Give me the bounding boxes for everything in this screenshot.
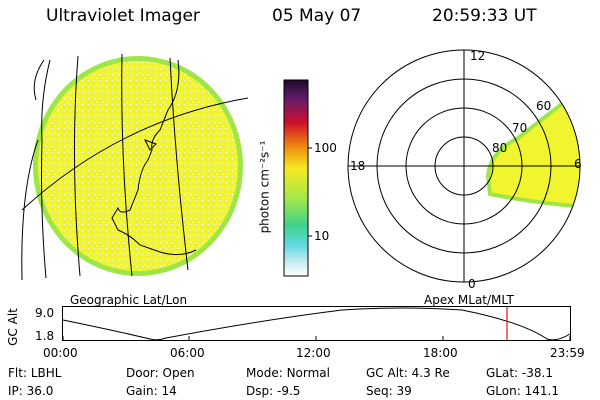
mlat-70-label: 70 bbox=[512, 121, 527, 135]
time-label: 20:59:33 UT bbox=[432, 6, 537, 26]
xtick-0000: 00:00 bbox=[43, 346, 78, 360]
status-glat: GLat: -38.1 bbox=[486, 366, 553, 380]
status-door: Door: Open bbox=[126, 366, 195, 380]
status-dsp: Dsp: -9.5 bbox=[246, 384, 301, 398]
colorbar-unit-label: photon cm⁻²s⁻¹ bbox=[257, 140, 272, 234]
status-gain: Gain: 14 bbox=[126, 384, 177, 398]
color-scale-bar bbox=[283, 79, 312, 277]
status-seq: Seq: 39 bbox=[366, 384, 412, 398]
colorbar-tick-100: 100 bbox=[314, 141, 337, 155]
mlt-18-label: 18 bbox=[350, 159, 365, 173]
instrument-title: Ultraviolet Imager bbox=[46, 6, 200, 26]
altitude-ymin: 1.8 bbox=[35, 329, 55, 343]
xtick-1800: 18:00 bbox=[423, 346, 458, 360]
mlat-60-label: 60 bbox=[536, 99, 551, 113]
status-filter: Flt: LBHL bbox=[8, 366, 62, 380]
altitude-plot bbox=[62, 306, 571, 341]
geographic-label: Geographic Lat/Lon bbox=[70, 293, 188, 307]
mlat-80-label: 80 bbox=[492, 141, 507, 155]
status-ip: IP: 36.0 bbox=[8, 384, 54, 398]
altitude-ymax: 9.0 bbox=[35, 306, 55, 320]
mlt-12-label: 12 bbox=[470, 49, 485, 63]
status-glon: GLon: 141.1 bbox=[486, 384, 559, 398]
altitude-ylabel: GC Alt bbox=[5, 308, 20, 346]
mlt-6-label: 6 bbox=[574, 157, 582, 171]
xtick-0600: 06:00 bbox=[170, 346, 205, 360]
mlt-0-label: 0 bbox=[468, 277, 476, 290]
date-label: 05 May 07 bbox=[272, 6, 362, 26]
status-mode: Mode: Normal bbox=[246, 366, 330, 380]
apex-label: Apex MLat/MLT bbox=[424, 293, 514, 307]
geographic-image bbox=[21, 53, 249, 281]
xtick-1200: 12:00 bbox=[296, 346, 331, 360]
polar-mlt-plot: 12 18 6 0 60 70 80 bbox=[347, 49, 582, 290]
status-gc-alt: GC Alt: 4.3 Re bbox=[366, 366, 450, 380]
colorbar-tick-10: 10 bbox=[314, 229, 330, 243]
xtick-2359: 23:59 bbox=[550, 346, 585, 360]
